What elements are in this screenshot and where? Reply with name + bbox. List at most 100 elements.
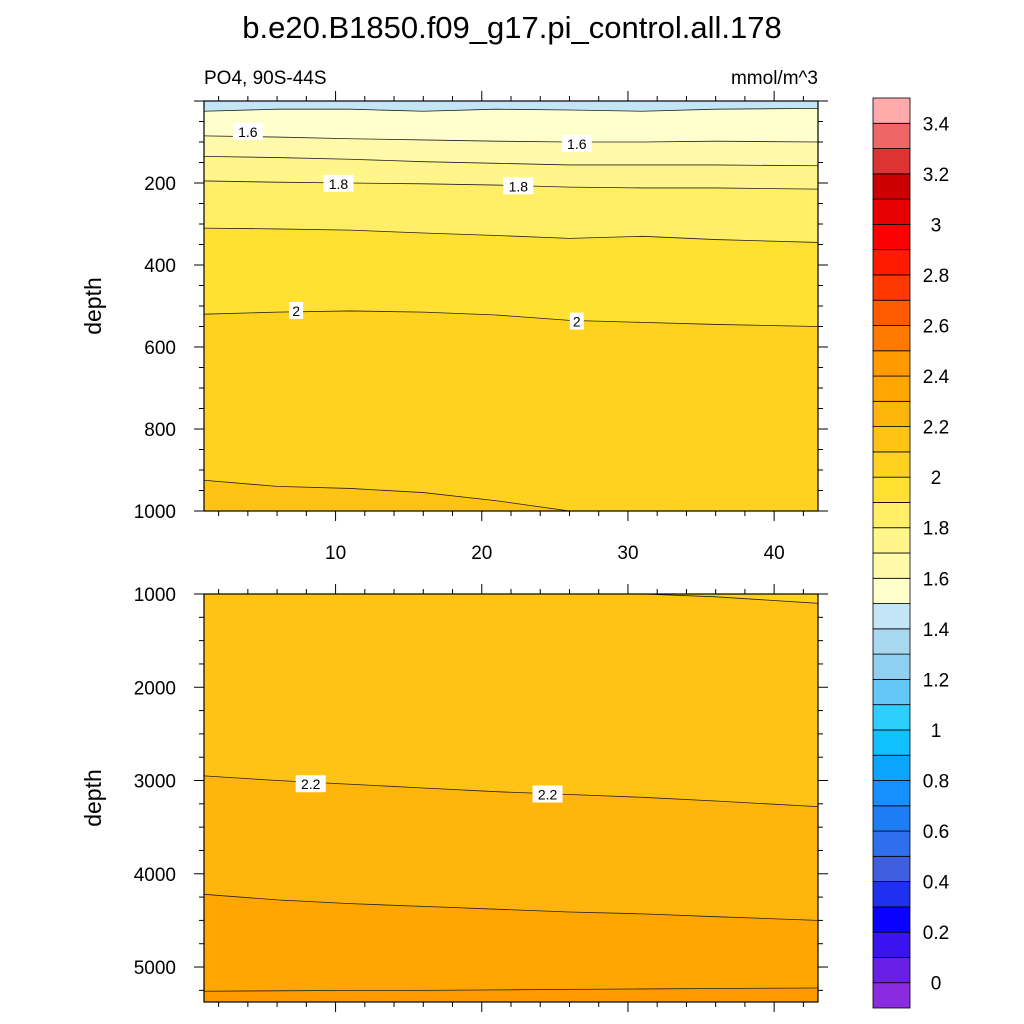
colorbar-swatch bbox=[872, 653, 911, 680]
colorbar-tick-label: 2 bbox=[931, 468, 942, 489]
contour-line bbox=[204, 227, 818, 243]
contour-label-box bbox=[532, 785, 563, 803]
colorbar-tick-label: 2.2 bbox=[923, 418, 949, 439]
y-tick-label: 5000 bbox=[134, 958, 176, 979]
figure-title: b.e20.B1850.f09_g17.pi_control.all.178 bbox=[242, 10, 782, 45]
contour-band bbox=[204, 310, 818, 511]
colorbar-swatch bbox=[872, 982, 911, 1009]
contour-label: 2.2 bbox=[301, 776, 321, 792]
colorbar-swatch bbox=[872, 400, 911, 428]
contour-line bbox=[204, 479, 818, 511]
contour-label-box bbox=[295, 775, 326, 793]
colorbar-swatch bbox=[872, 931, 911, 958]
contour-label: 1.6 bbox=[567, 136, 587, 152]
colorbar: 0 0.2 0.4 0.6 0.8 1 1.2 1.4 1.6 1.8 2 2.2 2.4 2.6 2.8 3… bbox=[872, 97, 950, 1009]
colorbar-swatch bbox=[872, 830, 911, 857]
colorbar-swatch bbox=[872, 426, 911, 453]
colorbar-swatch bbox=[872, 223, 911, 251]
contour-label-box bbox=[232, 122, 263, 140]
contour-band bbox=[204, 480, 818, 511]
colorbar-swatch bbox=[872, 274, 911, 301]
colorbar-swatch bbox=[872, 881, 911, 908]
contour-band bbox=[204, 988, 818, 1002]
colorbar-tick-label: 3.4 bbox=[923, 114, 950, 135]
colorbar-swatch bbox=[872, 476, 911, 503]
top-panel: 10 20 30 40 200 400 600 800 1000 depth 1.6 1.6 1.8 1.… bbox=[80, 91, 828, 564]
contour-label: 2 bbox=[292, 303, 300, 319]
y-tick-label: 600 bbox=[144, 338, 176, 359]
colorbar-swatch bbox=[872, 552, 911, 579]
contour-label-box bbox=[569, 312, 584, 330]
y-tick-label: 1000 bbox=[134, 585, 176, 606]
contour-line bbox=[204, 594, 818, 604]
y-axis-label: depth bbox=[80, 277, 106, 335]
colorbar-tick-label: 1.6 bbox=[923, 569, 949, 590]
colorbar-swatch bbox=[872, 678, 911, 706]
y-tick-label: 3000 bbox=[134, 772, 176, 793]
contour-line bbox=[204, 155, 818, 167]
y-tick-label: 800 bbox=[144, 420, 176, 441]
colorbar-swatch bbox=[872, 729, 911, 756]
colorbar-swatch bbox=[872, 375, 911, 402]
colorbar-swatch bbox=[872, 704, 911, 731]
x-tick-label: 40 bbox=[764, 543, 785, 564]
contour-line bbox=[204, 180, 818, 190]
colorbar-tick-label: 0.8 bbox=[923, 772, 949, 793]
x-tick-label: 10 bbox=[325, 543, 346, 564]
contour-label-box bbox=[323, 174, 354, 192]
bottom-panel: 1000 2000 3000 4000 5000 depth 2.2 2.2 bbox=[80, 584, 828, 1012]
colorbar-swatch bbox=[872, 855, 911, 883]
colorbar-tick-label: 0.2 bbox=[923, 923, 949, 944]
colorbar-swatch bbox=[872, 249, 911, 276]
colorbar-tick-label: 0.6 bbox=[923, 822, 949, 843]
colorbar-swatch bbox=[872, 350, 911, 377]
y-tick-label: 200 bbox=[144, 174, 176, 195]
contour-label: 2 bbox=[573, 314, 581, 330]
contour-label: 2.2 bbox=[538, 787, 558, 803]
colorbar-swatch bbox=[872, 122, 911, 149]
colorbar-swatch bbox=[872, 299, 911, 326]
colorbar-swatch bbox=[872, 97, 911, 124]
contour-label: 1.6 bbox=[238, 124, 258, 140]
contour-label: 1.8 bbox=[509, 178, 529, 194]
colorbar-tick-label: 0 bbox=[931, 974, 942, 995]
colorbar-swatch bbox=[872, 906, 911, 933]
y-tick-label: 2000 bbox=[134, 678, 176, 699]
contour-label-box bbox=[561, 135, 592, 153]
colorbar-swatch bbox=[872, 325, 911, 352]
colorbar-tick-label: 3.2 bbox=[923, 165, 949, 186]
x-tick-label: 30 bbox=[617, 543, 638, 564]
contour-band bbox=[204, 894, 818, 1002]
contour-line bbox=[204, 135, 818, 143]
colorbar-swatch bbox=[872, 198, 911, 225]
colorbar-tick-label: 2.8 bbox=[923, 266, 949, 287]
colorbar-swatch bbox=[872, 754, 911, 781]
y-tick-label: 400 bbox=[144, 256, 176, 277]
contour-label: 1.8 bbox=[329, 176, 349, 192]
colorbar-tick-label: 1.2 bbox=[923, 670, 949, 691]
contour-label-box bbox=[289, 301, 304, 319]
contour-line bbox=[204, 893, 818, 921]
colorbar-swatch bbox=[872, 502, 911, 529]
colorbar-swatch bbox=[872, 805, 911, 832]
colorbar-tick-label: 1.4 bbox=[923, 620, 950, 641]
y-tick-label: 4000 bbox=[134, 865, 176, 886]
colorbar-tick-label: 0.4 bbox=[923, 873, 950, 894]
colorbar-swatch bbox=[872, 957, 911, 984]
colorbar-swatch bbox=[872, 173, 911, 200]
colorbar-swatch bbox=[872, 628, 911, 655]
colorbar-swatch bbox=[872, 451, 911, 478]
contour-label-box bbox=[503, 177, 534, 195]
colorbar-swatch bbox=[872, 148, 911, 175]
colorbar-swatch bbox=[872, 780, 911, 807]
x-tick-label: 20 bbox=[471, 543, 492, 564]
colorbar-swatch bbox=[872, 527, 911, 554]
variable-region-label: PO4, 90S-44S bbox=[204, 68, 327, 89]
colorbar-tick-label: 3 bbox=[931, 215, 942, 236]
contour-line bbox=[204, 987, 818, 992]
colorbar-tick-label: 1.8 bbox=[923, 519, 949, 540]
y-axis-label: depth bbox=[80, 769, 106, 827]
units-label: mmol/m^3 bbox=[731, 68, 818, 89]
colorbar-tick-label: 2.4 bbox=[923, 367, 950, 388]
